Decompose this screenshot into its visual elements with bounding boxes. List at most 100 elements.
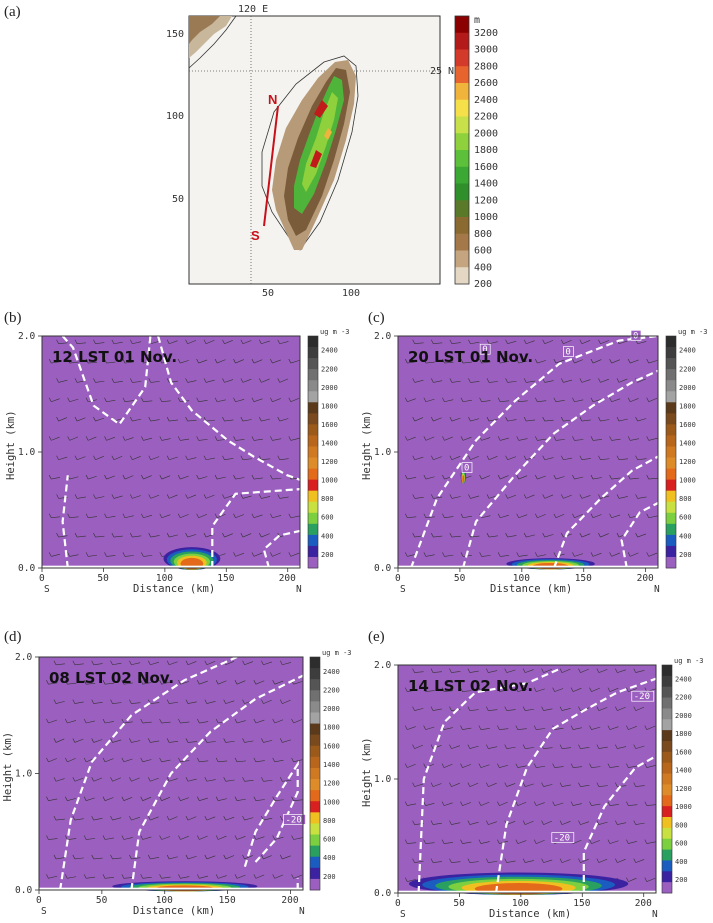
wind-barb-flag: [288, 358, 292, 364]
wind-barb: [123, 721, 133, 724]
wind-barb: [132, 535, 142, 538]
wind-barb-flag: [197, 757, 200, 762]
wind-barb: [55, 701, 65, 704]
wind-barb-flag: [478, 801, 482, 806]
wind-barb-flag: [141, 358, 144, 364]
wind-barb: [591, 840, 601, 844]
wind-barb: [600, 458, 610, 461]
wind-barb: [169, 456, 178, 461]
peak-2: [310, 150, 322, 168]
wind-barb-flag: [523, 416, 527, 422]
wind-barb: [55, 857, 65, 860]
wind-barb-flag: [431, 416, 434, 422]
wind-barb: [74, 701, 84, 704]
colorbar-label: 1400: [679, 440, 696, 448]
wind-barb-flag: [140, 680, 143, 685]
wind-barb: [150, 777, 159, 782]
wind-barb: [581, 495, 591, 499]
wind-barb: [199, 680, 208, 685]
wind-barb-flag: [253, 757, 257, 762]
wind-barb-flag: [141, 552, 144, 557]
wind-barb: [124, 555, 134, 557]
colorbar-label: 600: [675, 840, 688, 848]
wind-barb: [198, 359, 208, 364]
wind-barb-flag: [616, 378, 620, 383]
wind-barb: [235, 552, 245, 557]
wind-barb-flag: [552, 687, 555, 692]
wind-barb: [592, 514, 602, 519]
wind-barb-flag: [579, 494, 583, 499]
wind-barb: [407, 516, 417, 519]
wind-barb: [618, 418, 628, 422]
wind-barb: [488, 341, 498, 345]
wind-barb-flag: [141, 513, 144, 518]
wind-barb: [198, 399, 208, 403]
wind-barb: [123, 682, 133, 685]
island-uplands: [302, 92, 338, 192]
terrain-surface: [398, 565, 658, 569]
wind-barb: [87, 475, 97, 480]
wind-barb: [574, 553, 584, 557]
wind-barb-flag: [233, 552, 236, 557]
wind-barb: [433, 456, 442, 461]
wind-barb-flag: [515, 801, 519, 806]
wind-barb-flag: [147, 777, 151, 782]
wind-barb: [444, 690, 454, 692]
isotherm-line: [130, 674, 304, 891]
wind-barb: [488, 495, 498, 499]
wind-barb-flag: [504, 706, 507, 711]
wind-barb: [628, 877, 637, 882]
wind-barb-flag: [204, 660, 208, 665]
wind-barb: [76, 417, 86, 422]
colorbar-unit: ug m -3: [674, 657, 704, 665]
wind-barb: [69, 361, 79, 364]
wind-barb-flag: [185, 660, 189, 665]
wind-barb: [104, 758, 114, 763]
wind-barb-flag: [460, 763, 463, 768]
wind-barb: [282, 739, 291, 743]
wind-barb-flag: [215, 796, 219, 801]
x-tick-label: 0: [395, 573, 401, 584]
colorbar-swatch: [666, 424, 676, 436]
wind-barb-flag: [148, 532, 151, 538]
isotherm-line: [494, 677, 657, 894]
wind-barb-flag: [110, 777, 113, 782]
wind-barb-flag: [607, 687, 611, 692]
wind-barb: [574, 514, 583, 519]
y-axis-label: Height (km): [5, 410, 17, 480]
wind-barb-flag: [111, 455, 115, 460]
wind-barb-flag: [479, 474, 482, 480]
isotherm-label-box: [631, 690, 655, 702]
y-tick-label: 2.0: [18, 331, 35, 342]
wind-barb: [581, 533, 591, 538]
wind-barb-flag: [596, 782, 600, 787]
wind-barb: [525, 669, 534, 673]
wind-barb-flag: [479, 397, 482, 402]
wind-barb-flag: [83, 757, 87, 762]
wind-barb: [169, 661, 178, 666]
wind-barb-flag: [615, 782, 618, 787]
wind-barb: [224, 458, 234, 461]
wind-barb-flag: [633, 858, 636, 863]
wind-barb-flag: [204, 815, 208, 821]
wind-barb: [169, 741, 179, 743]
wind-barb: [180, 438, 190, 441]
wind-barb-flag: [486, 455, 490, 460]
wind-barb-flag: [197, 680, 200, 685]
wind-barb: [150, 702, 160, 704]
wind-barb-flag: [553, 397, 557, 402]
wind-barb: [180, 760, 190, 763]
wind-barb-flag: [277, 455, 280, 460]
map-xtick-50: 50: [262, 288, 274, 299]
x-tick-label: 200: [637, 573, 654, 584]
wind-barb-flag: [148, 378, 151, 383]
wind-barb: [598, 746, 608, 749]
wind-barb-flag: [561, 532, 564, 538]
map-cb-swatch: [455, 267, 469, 285]
wind-barb-flag: [515, 687, 519, 692]
wind-barb: [518, 438, 528, 441]
wind-barb-flag: [185, 416, 188, 422]
lon-label: 120 E: [238, 4, 268, 15]
wind-barb: [544, 340, 554, 345]
wind-barb: [470, 381, 480, 383]
